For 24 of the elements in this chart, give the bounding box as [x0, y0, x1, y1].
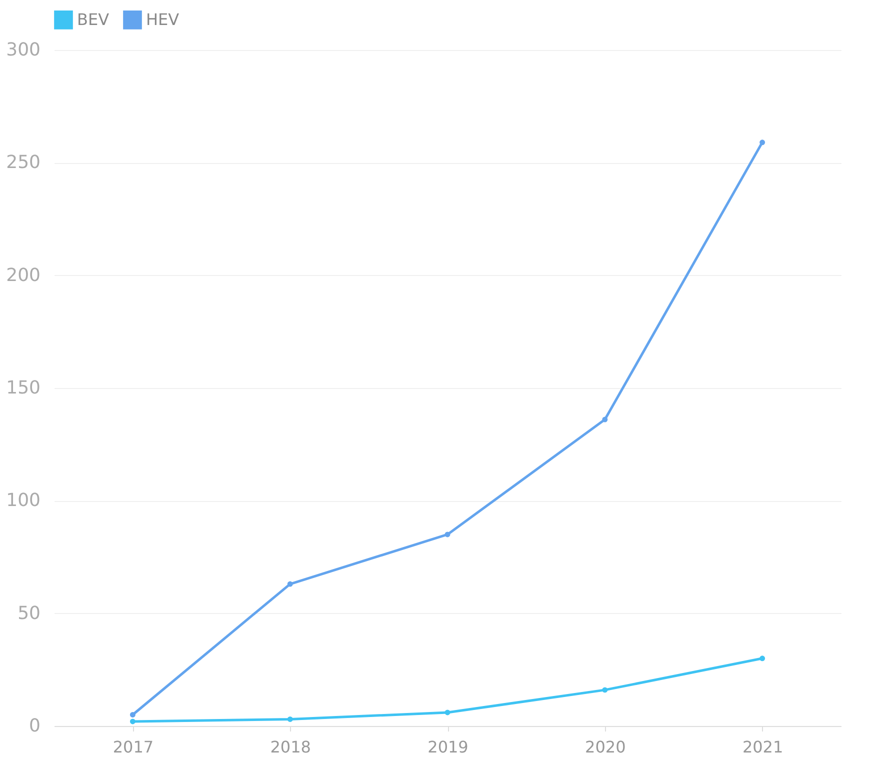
x-tick-label: 2018	[270, 738, 311, 756]
legend-label: HEV	[146, 10, 180, 29]
y-tick-label: 100	[6, 490, 40, 512]
point	[760, 656, 766, 662]
y-tick-label: 50	[18, 602, 40, 624]
point	[444, 532, 450, 538]
legend-label: BEV	[77, 10, 110, 29]
y-tick-label: 150	[6, 378, 40, 398]
point	[444, 710, 450, 716]
x-tick-label: 2020	[585, 738, 626, 756]
point	[130, 712, 136, 718]
x-tick-label: 2017	[112, 738, 154, 756]
x-tick-label: 2021	[742, 738, 784, 756]
point	[602, 416, 608, 422]
y-tick-label: 0	[29, 716, 40, 736]
point	[130, 718, 136, 724]
point	[602, 687, 608, 693]
y-tick-label: 300	[6, 40, 40, 60]
point	[287, 581, 293, 587]
y-tick-label: 200	[6, 264, 40, 286]
point	[287, 716, 293, 722]
y-tick-label: 250	[6, 152, 40, 174]
point	[760, 140, 766, 146]
x-tick-label: 2019	[428, 738, 468, 756]
